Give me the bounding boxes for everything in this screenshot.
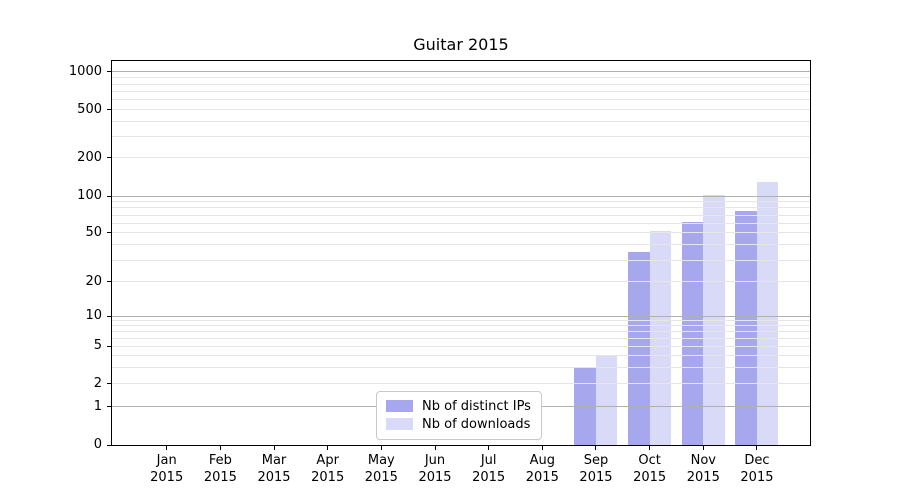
x-tick-year: 2015: [257, 470, 291, 485]
y-tick-label: 10: [85, 308, 102, 323]
y-tick-mark: [107, 157, 111, 159]
y-tick-label: 200: [77, 149, 102, 165]
legend-label: Nb of distinct IPs: [422, 398, 531, 414]
x-tick-mark: [595, 446, 597, 450]
bar-ips-oct: [628, 252, 650, 445]
y-tick-label: 1000: [68, 63, 102, 79]
x-tick-year: 2015: [311, 470, 345, 485]
x-tick-month: Jan: [156, 453, 177, 468]
y-tick-mark: [107, 315, 111, 317]
x-tick-month: Dec: [744, 453, 770, 468]
x-tick-mark: [756, 446, 758, 450]
x-tick-month: Aug: [529, 453, 555, 468]
x-tick-label: May 2015: [349, 452, 413, 486]
y-tick-label: 1: [93, 398, 102, 414]
x-tick-month: Apr: [316, 453, 339, 468]
x-tick-mark: [649, 446, 651, 450]
bar-downloads-sep: [595, 355, 618, 445]
bar-ips-nov: [681, 221, 704, 445]
x-tick-mark: [434, 446, 436, 450]
x-tick-label: Dec 2015: [725, 452, 789, 486]
y-tick-mark: [107, 195, 111, 197]
x-tick-mark: [219, 446, 221, 450]
bar-downloads-oct: [649, 230, 672, 445]
x-tick-label: Jan 2015: [135, 452, 199, 486]
y-tick-label: 20: [85, 273, 102, 289]
x-tick-month: Mar: [261, 453, 287, 468]
y-tick-label: 5: [93, 338, 102, 353]
y-tick-label: 0: [93, 437, 102, 452]
y-tick-mark: [107, 406, 111, 408]
legend-swatch-downloads: [386, 418, 413, 430]
x-tick-mark: [273, 446, 275, 450]
y-tick-mark: [107, 345, 111, 347]
y-tick-mark: [107, 232, 111, 234]
x-tick-mark: [702, 446, 704, 450]
legend-swatch-ips: [386, 400, 413, 412]
y-tick-label: 50: [85, 224, 102, 240]
x-tick-month: Jun: [424, 453, 446, 468]
bar-downloads-nov: [703, 194, 725, 445]
x-tick-label: Jul 2015: [457, 452, 521, 486]
plot-area: [111, 60, 811, 446]
x-tick-label: Aug 2015: [510, 452, 574, 486]
x-tick-year: 2015: [525, 470, 559, 485]
x-tick-year: 2015: [633, 470, 667, 485]
x-tick-mark: [541, 446, 543, 450]
x-tick-label: Mar 2015: [242, 452, 306, 486]
x-tick-year: 2015: [740, 470, 774, 485]
chart-title: Guitar 2015: [413, 35, 509, 54]
x-tick-label: Oct 2015: [618, 452, 682, 486]
x-tick-label: Apr 2015: [296, 452, 360, 486]
legend-item-ips: Nb of distinct IPs: [386, 397, 531, 415]
x-tick-label: Nov 2015: [671, 452, 735, 486]
bar-ips-dec: [735, 211, 757, 445]
bar-ips-sep: [574, 367, 596, 445]
x-tick-label: Feb 2015: [188, 452, 252, 486]
x-tick-year: 2015: [579, 470, 613, 485]
legend-label: Nb of downloads: [422, 416, 531, 432]
y-tick-label: 500: [77, 101, 102, 117]
x-tick-month: Oct: [638, 453, 661, 468]
x-tick-year: 2015: [364, 470, 398, 485]
x-tick-month: May: [367, 453, 395, 468]
y-tick-mark: [107, 109, 111, 111]
x-tick-month: Nov: [690, 453, 716, 468]
x-tick-year: 2015: [203, 470, 237, 485]
y-tick-mark: [107, 281, 111, 283]
x-tick-month: Jul: [480, 453, 497, 468]
x-tick-year: 2015: [150, 470, 184, 485]
bars-layer: [112, 61, 810, 445]
x-tick-mark: [327, 446, 329, 450]
x-tick-month: Feb: [208, 453, 232, 468]
x-tick-mark: [488, 446, 490, 450]
x-tick-label: Jun 2015: [403, 452, 467, 486]
y-tick-label: 2: [93, 375, 102, 391]
x-tick-year: 2015: [686, 470, 720, 485]
x-tick-mark: [380, 446, 382, 450]
y-tick-mark: [107, 71, 111, 73]
y-tick-label: 100: [77, 188, 102, 203]
x-tick-year: 2015: [418, 470, 452, 485]
x-tick-label: Sep 2015: [564, 452, 628, 486]
legend-item-downloads: Nb of downloads: [386, 415, 531, 433]
bar-downloads-dec: [756, 181, 779, 445]
legend: Nb of distinct IPs Nb of downloads: [376, 391, 542, 440]
x-tick-year: 2015: [472, 470, 506, 485]
x-tick-month: Sep: [583, 453, 609, 468]
x-tick-mark: [166, 446, 168, 450]
y-tick-mark: [107, 444, 111, 446]
y-tick-mark: [107, 383, 111, 385]
